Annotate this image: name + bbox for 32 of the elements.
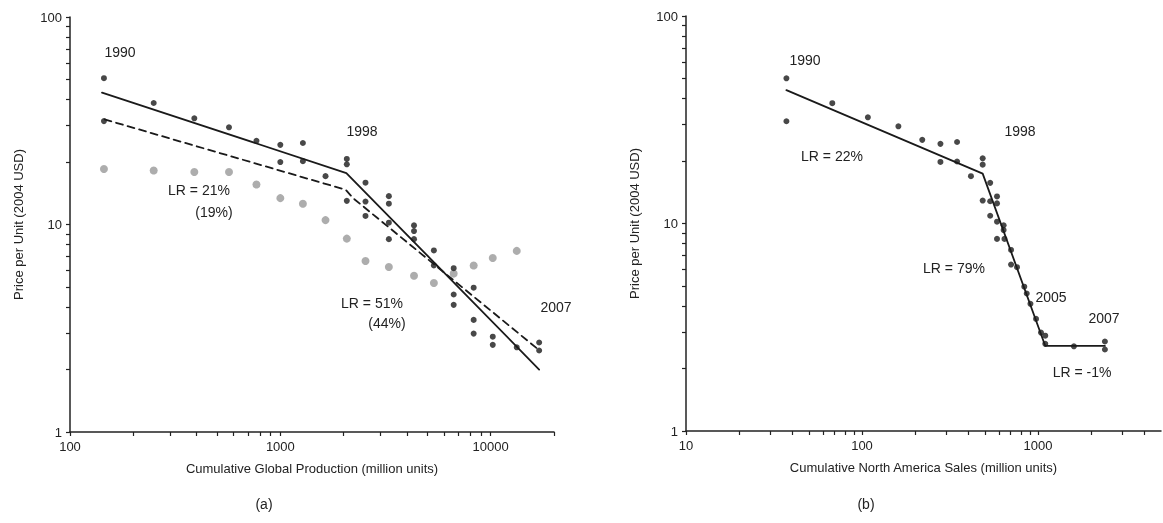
y-tick-label: 100 xyxy=(656,8,678,24)
annotation: 1998 xyxy=(1004,123,1036,139)
y-axis-title: Price per Unit (2004 USD) xyxy=(11,149,26,300)
x-tick-label: 100 xyxy=(59,439,81,454)
x-tick-label: 10 xyxy=(678,438,694,453)
annotation: LR = 51% xyxy=(341,295,403,311)
y-tick-label: 1 xyxy=(670,423,678,439)
annotation: 1990 xyxy=(104,44,136,60)
x-tick-label: 1000 xyxy=(265,439,295,454)
x-tick-label: 10000 xyxy=(472,439,509,454)
annotation: 2005 xyxy=(1035,289,1067,305)
annotation: 1990 xyxy=(789,52,821,68)
annotation: 1998 xyxy=(346,123,378,139)
annotation: 2007 xyxy=(540,299,572,315)
y-axis-title: Price per Unit (2004 USD) xyxy=(627,148,642,299)
y-tick-label: 10 xyxy=(47,217,62,232)
x-axis-title: Cumulative Global Production (million units) xyxy=(185,461,439,476)
y-tick-label: 10 xyxy=(663,216,678,231)
text: (a) xyxy=(255,496,273,512)
y-tick-label: 100 xyxy=(40,9,62,25)
y-tick-label: 1 xyxy=(54,424,62,440)
annotation: LR = 22% xyxy=(801,148,863,164)
annotation: LR = 21% xyxy=(168,182,230,198)
text: (b) xyxy=(857,496,875,512)
annotation: LR = 79% xyxy=(923,260,985,276)
x-tick-label: 1000 xyxy=(1023,438,1053,453)
x-axis-title: Cumulative North America Sales (million units) xyxy=(789,460,1058,475)
x-tick-label: 100 xyxy=(851,438,873,453)
annotation: (44%) xyxy=(368,315,406,331)
annotation: 2007 xyxy=(1088,310,1120,326)
annotation: LR = -1% xyxy=(1052,364,1112,380)
annotation: (19%) xyxy=(195,204,233,220)
